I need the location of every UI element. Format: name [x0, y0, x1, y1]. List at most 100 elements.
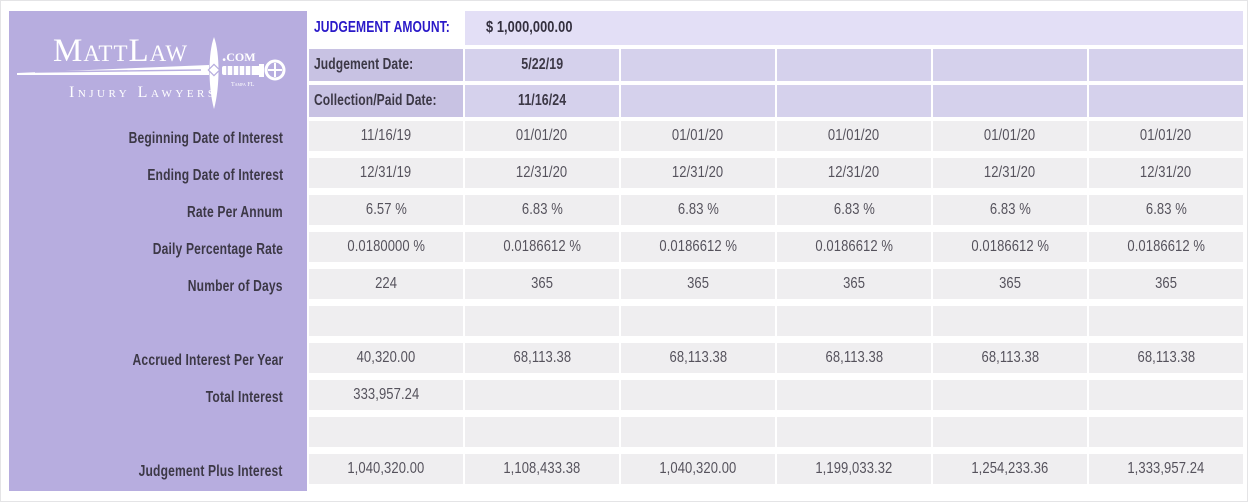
logo-wordmark: MattLaw: [53, 33, 188, 69]
cell[interactable]: 01/01/20: [1089, 121, 1243, 151]
cell[interactable]: 333,957.24: [309, 380, 463, 410]
row-label-text: Daily Percentage Rate: [152, 241, 283, 258]
cell[interactable]: 01/01/20: [777, 121, 931, 151]
cell[interactable]: 68,113.38: [465, 343, 619, 373]
cell[interactable]: 68,113.38: [933, 343, 1087, 373]
cell[interactable]: 0.0186612 %: [933, 232, 1087, 262]
cell[interactable]: 365: [621, 269, 775, 299]
cell[interactable]: [933, 306, 1087, 336]
cell[interactable]: 0.0186612 %: [1089, 232, 1243, 262]
sword-logo-icon: MattLaw .com Tampa FL Injury Lawyers: [17, 33, 286, 109]
empty-header-cell[interactable]: [777, 85, 931, 117]
cell[interactable]: 01/01/20: [465, 121, 619, 151]
cell[interactable]: 1,040,320.00: [309, 454, 463, 484]
cell[interactable]: 6.83 %: [621, 195, 775, 225]
cell-value: 0.0186612 %: [659, 238, 737, 255]
cell-value: 1,108,433.38: [503, 460, 581, 477]
cell[interactable]: 6.83 %: [465, 195, 619, 225]
empty-header-cell[interactable]: [933, 49, 1087, 81]
row-label-number-of-days: Number of Days: [9, 272, 307, 302]
cell[interactable]: 12/31/20: [1089, 158, 1243, 188]
cell[interactable]: [309, 417, 463, 447]
cell[interactable]: 365: [933, 269, 1087, 299]
empty-header-cell[interactable]: [933, 85, 1087, 117]
cell[interactable]: 40,320.00: [309, 343, 463, 373]
cell[interactable]: 1,333,957.24: [1089, 454, 1243, 484]
cell-value: 68,113.38: [981, 349, 1039, 366]
row-label-accrued-interest: Accrued Interest Per Year: [9, 346, 307, 376]
cell-value: 40,320.00: [356, 349, 416, 366]
cell[interactable]: [465, 380, 619, 410]
cell[interactable]: [465, 417, 619, 447]
cell[interactable]: 6.83 %: [777, 195, 931, 225]
empty-header-cell[interactable]: [1089, 85, 1243, 117]
cell[interactable]: 68,113.38: [777, 343, 931, 373]
cell[interactable]: [621, 380, 775, 410]
table-row-spacer: [309, 417, 1243, 447]
cell[interactable]: 6.57 %: [309, 195, 463, 225]
collection-date-input-cell[interactable]: 11/16/24: [465, 85, 619, 117]
cell[interactable]: 1,040,320.00: [621, 454, 775, 484]
cell[interactable]: 224: [309, 269, 463, 299]
cell-value: 01/01/20: [672, 127, 724, 144]
cell[interactable]: 68,113.38: [621, 343, 775, 373]
cell[interactable]: 12/31/20: [933, 158, 1087, 188]
table-row-beginning-date: 11/16/19 01/01/20 01/01/20 01/01/20 01/0…: [309, 121, 1243, 151]
empty-header-cell[interactable]: [621, 85, 775, 117]
table-row-spacer: [309, 306, 1243, 336]
cell[interactable]: [777, 306, 931, 336]
cell[interactable]: [1089, 417, 1243, 447]
cell[interactable]: 365: [465, 269, 619, 299]
mattlaw-logo: MattLaw .com Tampa FL Injury Lawyers: [9, 11, 307, 124]
cell[interactable]: [621, 417, 775, 447]
cell[interactable]: 0.0186612 %: [777, 232, 931, 262]
cell-value: 68,113.38: [1137, 349, 1195, 366]
cell[interactable]: 12/31/19: [309, 158, 463, 188]
cell[interactable]: 0.0186612 %: [621, 232, 775, 262]
table-row-total-interest: 333,957.24: [309, 380, 1243, 410]
cell[interactable]: 0.0186612 %: [465, 232, 619, 262]
cell[interactable]: [933, 380, 1087, 410]
row-label-judgement-plus-interest: Judgement Plus Interest: [9, 457, 307, 487]
judgement-date-value: 5/22/19: [521, 56, 563, 73]
judgement-date-input-cell[interactable]: 5/22/19: [465, 49, 619, 81]
cell[interactable]: [933, 417, 1087, 447]
cell[interactable]: 365: [777, 269, 931, 299]
cell[interactable]: [309, 306, 463, 336]
cell[interactable]: [1089, 306, 1243, 336]
table-row-ending-date: 12/31/19 12/31/20 12/31/20 12/31/20 12/3…: [309, 158, 1243, 188]
cell[interactable]: 365: [1089, 269, 1243, 299]
empty-header-cell[interactable]: [777, 49, 931, 81]
row-label-text: Beginning Date of Interest: [128, 130, 283, 147]
cell[interactable]: [621, 306, 775, 336]
table-row-judgement-plus-interest: 1,040,320.00 1,108,433.38 1,040,320.00 1…: [309, 454, 1243, 484]
judgement-date-row: Judgement Date: 5/22/19: [309, 49, 1243, 81]
cell[interactable]: 1,199,033.32: [777, 454, 931, 484]
cell-value: 0.0186612 %: [1127, 238, 1205, 255]
cell[interactable]: 6.83 %: [933, 195, 1087, 225]
cell[interactable]: [777, 380, 931, 410]
label-panel: MattLaw .com Tampa FL Injury Lawyers Beg…: [9, 11, 307, 491]
cell[interactable]: 12/31/20: [621, 158, 775, 188]
cell[interactable]: [465, 306, 619, 336]
cell[interactable]: 01/01/20: [933, 121, 1087, 151]
cell[interactable]: [777, 417, 931, 447]
empty-header-cell[interactable]: [621, 49, 775, 81]
cell[interactable]: 12/31/20: [777, 158, 931, 188]
cell[interactable]: 68,113.38: [1089, 343, 1243, 373]
judgement-amount-input-cell[interactable]: $ 1,000,000.00: [465, 11, 1243, 45]
cell[interactable]: 11/16/19: [309, 121, 463, 151]
judgement-amount-value: $ 1,000,000.00: [486, 19, 573, 36]
cell[interactable]: [1089, 380, 1243, 410]
row-label-daily-percentage-rate: Daily Percentage Rate: [9, 235, 307, 265]
empty-header-cell[interactable]: [1089, 49, 1243, 81]
cell[interactable]: 1,254,233.36: [933, 454, 1087, 484]
cell[interactable]: 1,108,433.38: [465, 454, 619, 484]
cell[interactable]: 0.0180000 %: [309, 232, 463, 262]
cell[interactable]: 6.83 %: [1089, 195, 1243, 225]
cell[interactable]: 01/01/20: [621, 121, 775, 151]
cell[interactable]: 12/31/20: [465, 158, 619, 188]
cell-value: 1,040,320.00: [347, 460, 425, 477]
cell-value: 68,113.38: [513, 349, 571, 366]
